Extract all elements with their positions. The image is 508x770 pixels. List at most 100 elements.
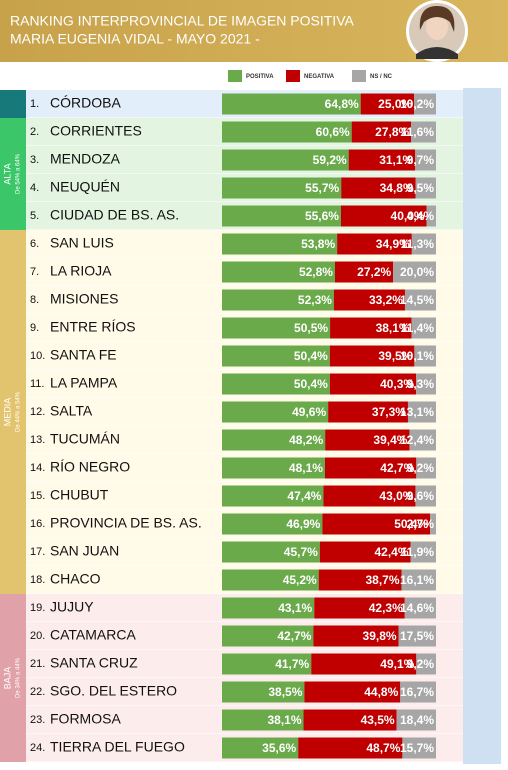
rank: 1. [30, 98, 39, 110]
bar-segment [222, 149, 349, 171]
photo-hair [419, 6, 455, 32]
bar-segment [222, 485, 324, 507]
value-label: 2,7% [407, 517, 435, 531]
rank: 20. [30, 630, 45, 642]
value-label: 15,7% [400, 741, 434, 755]
value-label: 17,5% [400, 629, 434, 643]
category-label: SALTA [50, 403, 93, 419]
value-label: 50,4% [294, 349, 328, 363]
category-label: SANTA CRUZ [50, 655, 138, 671]
bar-segment [222, 737, 299, 759]
category-label: NEUQUÉN [50, 179, 120, 195]
bar-segment [328, 401, 408, 423]
value-label: 42,3% [369, 601, 403, 615]
value-label: 11,6% [401, 125, 435, 139]
group-band [0, 230, 26, 594]
value-label: 11,9% [401, 545, 435, 559]
value-label: 49,1% [380, 657, 414, 671]
rank: 19. [30, 602, 45, 614]
value-label: 45,2% [283, 573, 317, 587]
value-label: 11,3% [401, 237, 435, 251]
bar-segment [222, 709, 304, 731]
bar-segment [398, 625, 436, 647]
value-label: 13,1% [400, 405, 434, 419]
rank: 4. [30, 182, 39, 194]
bar-segment [324, 457, 417, 479]
rank: 21. [30, 658, 45, 670]
bar-segment [341, 177, 416, 199]
bar-segment [325, 429, 410, 451]
value-label: 55,7% [305, 181, 339, 195]
chart-title: RANKING INTERPROVINCIAL DE IMAGEN POSITI… [10, 13, 354, 29]
bar-segment [222, 681, 305, 703]
bar-segment [404, 597, 436, 619]
bar-segment [313, 625, 399, 647]
value-label: 59,2% [313, 153, 347, 167]
bar-segment [314, 597, 405, 619]
legend-label: POSITIVA [246, 74, 274, 80]
legend-label: NS / NC [370, 74, 393, 80]
category-label: MENDOZA [50, 151, 121, 167]
rank: 8. [30, 294, 39, 306]
chart-subtitle: MARIA EUGENIA VIDAL - MAYO 2021 - [10, 31, 260, 47]
bar-segment [337, 233, 412, 255]
bar-segment [426, 205, 436, 227]
bar-segment [411, 233, 436, 255]
category-label: SAN LUIS [50, 235, 114, 251]
bar-segment [430, 513, 436, 535]
value-label: 9,2% [407, 461, 435, 475]
bar-segment [407, 401, 436, 423]
value-label: 38,1% [376, 321, 410, 335]
value-label: 39,4% [373, 433, 407, 447]
bar-segment [360, 93, 415, 115]
value-label: 43,5% [361, 713, 395, 727]
bar-segment [323, 485, 416, 507]
category-label: LA RIOJA [50, 263, 112, 279]
rank: 12. [30, 406, 45, 418]
value-label: 60,6% [316, 125, 350, 139]
bar-segment [393, 261, 436, 283]
value-label: 39,8% [363, 629, 397, 643]
value-label: 37,3% [372, 405, 406, 419]
value-label: 11,4% [401, 321, 435, 335]
value-label: 14,6% [400, 601, 434, 615]
value-label: 43,0% [379, 489, 413, 503]
bar-segment [333, 289, 405, 311]
bar-segment [404, 289, 436, 311]
photo-face [426, 14, 448, 40]
category-label: ENTRE RÍOS [50, 319, 136, 335]
value-label: 50,5% [294, 321, 328, 335]
category-label: CIUDAD DE BS. AS. [50, 207, 179, 223]
value-label: 42,7% [380, 461, 414, 475]
value-label: 14,5% [400, 293, 434, 307]
value-label: 55,6% [305, 209, 339, 223]
value-label: 16,1% [400, 573, 434, 587]
bar-segment [222, 653, 312, 675]
bar-segment [222, 317, 331, 339]
value-label: 42,4% [375, 545, 409, 559]
category-label: PROVINCIA DE BS. AS. [50, 515, 202, 531]
value-label: 9,3% [407, 377, 435, 391]
value-label: 4,4% [407, 209, 435, 223]
bar-segment [222, 625, 314, 647]
value-label: 50,4% [394, 517, 428, 531]
value-label: 20,0% [400, 265, 434, 279]
value-label: 48,7% [366, 741, 400, 755]
value-label: 40,3% [380, 377, 414, 391]
category-label: RÍO NEGRO [50, 459, 130, 475]
rank: 2. [30, 126, 39, 138]
group-band [0, 594, 26, 762]
value-label: 48,2% [289, 433, 323, 447]
bar-segment [222, 121, 352, 143]
value-label: 9,6% [407, 489, 435, 503]
bar-segment [222, 345, 330, 367]
bar-segment [222, 93, 361, 115]
bar-segment [334, 261, 394, 283]
rank: 16. [30, 518, 45, 530]
group-band [0, 118, 26, 230]
bar-segment [222, 233, 338, 255]
value-label: 16,7% [400, 685, 434, 699]
value-label: 48,1% [289, 461, 323, 475]
rank: 17. [30, 546, 45, 558]
value-label: 39,5% [378, 349, 412, 363]
